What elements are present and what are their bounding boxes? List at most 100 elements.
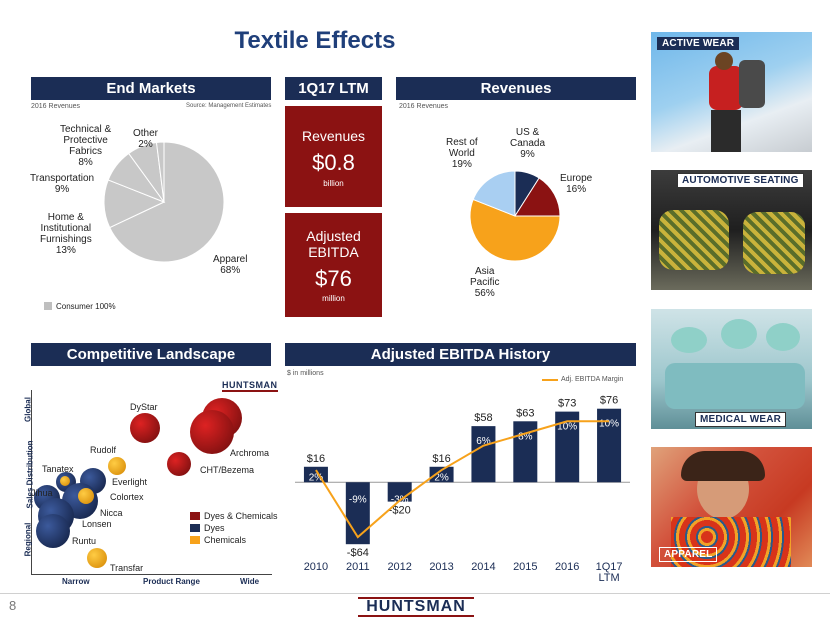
margin-label: 6% [476,436,491,447]
ltm-revenue-box: Revenues $0.8 billion [285,106,382,207]
legend-swatch-dyes-chemicals [190,512,200,520]
seat-left [659,210,729,270]
category-label: LTM [598,572,619,584]
backpack [739,60,765,108]
label-jihua: Jihua [31,488,53,498]
label-tanatex: Tanatex [42,464,74,474]
tag-medical: MEDICAL WEAR [695,412,787,427]
tag-automotive: AUTOMOTIVE SEATING [677,173,804,188]
bar-value-label: $16 [432,453,450,465]
footer-logo: HUNTSMAN [358,597,474,617]
end-markets-header: End Markets [31,77,271,100]
hiker-legs [711,110,741,152]
revenues-note: 2016 Revenues [399,103,449,110]
photo-medical: MEDICAL WEAR [651,309,812,429]
label-rudolf: Rudolf [90,445,117,455]
surgeon-cap-2 [721,319,757,349]
x-axis-high: Wide [240,577,260,586]
bar-2011 [345,482,370,545]
label-archroma: Archroma [230,448,270,458]
label-nicca: Nicca [100,508,123,518]
footer-divider [0,593,830,594]
end-markets-source: Source: Management Estimates [186,103,272,109]
category-label: 1Q17 [596,561,623,573]
end-markets-pie [103,141,225,263]
x-axis-low: Narrow [62,577,90,586]
margin-label: -9% [349,494,367,505]
bubble-cht [167,452,191,476]
bubble-archroma-2 [190,410,234,454]
competitive-header: Competitive Landscape [31,343,271,366]
legend-chemicals: Chemicals [204,535,247,545]
bar-value-label: $58 [474,412,492,424]
bubble-tanatex-chem [60,476,70,486]
rev-label-asia: Asia Pacific 56% [470,266,500,299]
pie-slice-apparel [109,141,225,263]
surgeons-gowns [665,363,805,409]
bubble-dystar [130,413,160,443]
bubble-runtu [36,514,70,548]
ebitda-chart: $162%2010-$64-9%2011-$20-3%2012$162%2013… [295,395,630,584]
ltm-ebitda-label2: EBITDA [308,244,359,260]
label-lonsen: Lonsen [82,519,112,529]
category-label: 2014 [471,561,495,573]
bar-2014 [471,426,496,483]
page-number: 8 [9,598,17,613]
bubble-rudolf [108,457,126,475]
pie-slice-other [155,141,165,203]
margin-label: 2% [434,472,449,483]
x-axis-mid: Product Range [143,577,200,586]
category-label: 2011 [346,561,370,573]
bar-value-label: $73 [558,398,576,410]
revenues-pie [469,170,561,262]
surgeon-cap-1 [671,327,707,353]
ltm-revenue-value: $0.8 [312,150,355,175]
end-markets-note: 2016 Revenues [31,103,81,110]
em-label-apparel: Apparel 68% [213,254,248,276]
bar-value-label: $16 [307,453,325,465]
photo-active-wear: ACTIVE WEAR [651,32,812,152]
ltm-ebitda-value: $76 [315,266,352,291]
seat-right [743,212,805,274]
rev-label-us: US & Canada 9% [510,127,546,160]
bar-value-label: $76 [600,395,618,407]
tag-active-wear: ACTIVE WEAR [657,37,740,50]
em-label-technical: Technical & Protective Fabrics 8% [60,124,112,168]
y-axis-low: Regional [23,522,33,557]
bubble-transfar [87,548,107,568]
surgeon-cap-3 [766,323,800,351]
category-label: 2016 [555,561,579,573]
ebitda-note: $ in millions [287,370,324,377]
competitive-brand: HUNTSMAN [222,380,278,392]
ebitda-legend: Adj. EBITDA Margin [561,376,624,383]
y-axis-high: Global [23,397,33,422]
ltm-ebitda-label1: Adjusted [306,228,361,244]
margin-label: 10% [599,419,619,430]
category-label: 2012 [387,561,411,573]
margin-label: 10% [557,422,577,433]
photo-automotive: AUTOMOTIVE SEATING [651,170,812,290]
legend-dyes: Dyes [204,523,225,533]
hiker-figure [709,66,743,110]
rev-label-europe: Europe 16% [560,173,593,195]
bubble-colortex-chem [78,488,94,504]
margin-line [315,420,610,539]
rev-label-row: Rest of World 19% [446,137,478,170]
legend-swatch-dyes [190,524,200,532]
photo-apparel: APPAREL [651,447,812,567]
ebitda-history-header: Adjusted EBITDA History [285,343,636,366]
model-dress [671,517,791,567]
legend-dyes-chemicals: Dyes & Chemicals [204,511,278,521]
ltm-header: 1Q17 LTM [285,77,382,100]
label-runtu: Runtu [72,536,97,546]
bar-2013 [429,466,454,483]
ebitda-legend-line [542,379,558,381]
page-title: Textile Effects [234,27,396,54]
bar-value-label: -$20 [389,505,411,517]
consumer-legend-swatch [44,302,52,310]
label-dystar: DyStar [130,402,158,412]
ltm-ebitda-unit: million [322,294,345,303]
label-colortex: Colortex [110,492,144,502]
revenues-header: Revenues [396,77,636,100]
tag-apparel: APPAREL [659,547,718,562]
